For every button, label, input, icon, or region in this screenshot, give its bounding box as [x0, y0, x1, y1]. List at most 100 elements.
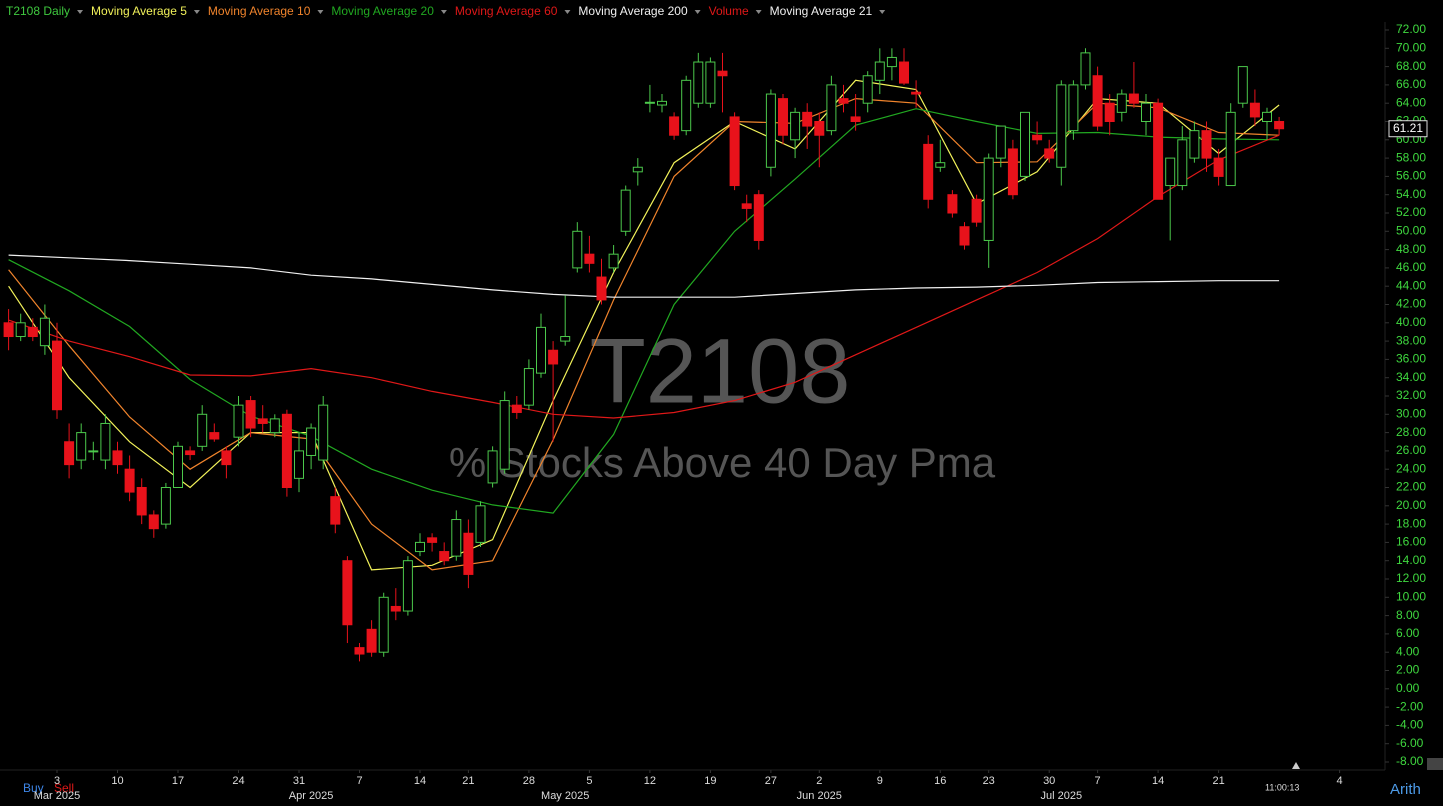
legend: T2108 Daily Moving Average 5 Moving Averag… — [6, 4, 886, 18]
candle-body — [669, 116, 680, 136]
candle-body — [136, 487, 147, 516]
candle-body — [717, 70, 728, 77]
x-tick-label: 14 — [1152, 775, 1164, 787]
candle-body — [802, 111, 813, 127]
candle-body — [366, 628, 377, 653]
candle-body — [1249, 102, 1260, 118]
candle-body — [427, 537, 438, 543]
legend-menu-arrow[interactable] — [193, 10, 200, 14]
legend-menu-arrow[interactable] — [317, 10, 324, 14]
candle-body — [1020, 111, 1030, 177]
x-tick-label: 14 — [414, 775, 426, 787]
candle-body — [778, 98, 788, 136]
candle-body — [596, 276, 607, 301]
candle-body — [1177, 139, 1188, 187]
candle-body — [160, 487, 171, 525]
y-tick-label: 56.00 — [1396, 169, 1426, 183]
candle-body — [209, 432, 220, 440]
y-tick-label: 12.00 — [1396, 571, 1426, 585]
candle-body — [112, 450, 123, 466]
legend-menu-arrow[interactable] — [77, 10, 84, 14]
candle-body — [886, 56, 897, 68]
candle-body — [899, 61, 909, 84]
x-tick-label: 9 — [877, 775, 883, 787]
candle-body — [3, 322, 14, 338]
x-tick-label: 30 — [1043, 775, 1055, 787]
candle-body — [983, 157, 994, 241]
candle-body — [294, 450, 304, 479]
candle-body — [378, 596, 389, 653]
x-tick-label: 24 — [232, 775, 244, 787]
x-tick-label: 21 — [1212, 775, 1224, 787]
x-tick-label: 2 — [816, 775, 822, 787]
watermark-subtitle: % Stocks Above 40 Day Pma — [449, 439, 996, 486]
scroll-button[interactable] — [1427, 758, 1443, 770]
month-label: May 2025 — [541, 790, 589, 802]
x-tick-label: 21 — [462, 775, 474, 787]
candle-body — [572, 230, 583, 269]
y-tick-label: 8.00 — [1396, 608, 1420, 622]
scroll-marker[interactable] — [1292, 762, 1300, 769]
candle-body — [729, 116, 740, 187]
legend-menu-arrow[interactable] — [440, 10, 447, 14]
x-tick-label: 10 — [111, 775, 123, 787]
candle-body — [463, 532, 474, 575]
y-tick-label: 6.00 — [1396, 626, 1420, 640]
candle-body — [1116, 93, 1127, 113]
sell-button[interactable]: Sell — [54, 781, 74, 795]
ma-line — [8, 254, 1280, 298]
y-tick-label: -2.00 — [1396, 699, 1424, 713]
candle-body — [330, 496, 341, 525]
y-tick-label: -8.00 — [1396, 754, 1424, 768]
candle-body — [1007, 148, 1018, 196]
candle-body — [1141, 102, 1151, 122]
buy-button[interactable]: Buy — [23, 781, 44, 795]
candle-body — [318, 404, 329, 461]
candle-body — [947, 194, 958, 214]
legend-menu-arrow[interactable] — [879, 10, 886, 14]
candle-body — [511, 404, 522, 413]
y-tick-label: 10.00 — [1396, 589, 1426, 603]
candle-body — [342, 560, 353, 626]
y-tick-label: 66.00 — [1396, 77, 1426, 91]
candle-body — [1104, 102, 1115, 122]
candle-body — [1189, 130, 1200, 159]
y-tick-label: 68.00 — [1396, 59, 1426, 73]
watermark-title: T2108 — [590, 320, 851, 422]
candle-body — [269, 418, 280, 434]
legend-label: Moving Average 21 — [770, 4, 873, 18]
x-tick-label: 12 — [644, 775, 656, 787]
scale-mode[interactable]: Arith — [1390, 781, 1421, 798]
legend-menu-arrow[interactable] — [564, 10, 571, 14]
legend-menu-arrow[interactable] — [755, 10, 762, 14]
candle-body — [257, 418, 268, 424]
clock: 11:00:13 — [1265, 782, 1299, 792]
candle-body — [995, 125, 1006, 159]
legend-label: T2108 Daily — [6, 4, 70, 18]
candle-body — [1056, 84, 1067, 168]
y-tick-label: 4.00 — [1396, 644, 1420, 658]
candle-body — [1068, 84, 1079, 132]
candle-body — [765, 93, 776, 168]
candle-body — [1165, 157, 1176, 187]
y-tick-label: 42.00 — [1396, 297, 1426, 311]
candle-body — [1128, 93, 1139, 104]
x-tick-label: 27 — [765, 775, 777, 787]
candle-body — [560, 336, 571, 342]
y-tick-label: -6.00 — [1396, 736, 1424, 750]
ma-line — [8, 79, 1280, 571]
candle-body — [451, 519, 462, 557]
candle-body — [608, 253, 619, 269]
x-tick-label: 3 — [54, 775, 60, 787]
candle-body — [584, 253, 595, 264]
legend-label: Volume — [709, 4, 749, 18]
candle-body — [935, 162, 946, 168]
x-tick-label: 17 — [172, 775, 184, 787]
candle-body — [1201, 130, 1212, 159]
y-tick-label: 38.00 — [1396, 333, 1426, 347]
candle-body — [390, 605, 401, 612]
legend-menu-arrow[interactable] — [694, 10, 701, 14]
y-tick-label: 70.00 — [1396, 40, 1426, 54]
y-tick-label: 0.00 — [1396, 681, 1420, 695]
